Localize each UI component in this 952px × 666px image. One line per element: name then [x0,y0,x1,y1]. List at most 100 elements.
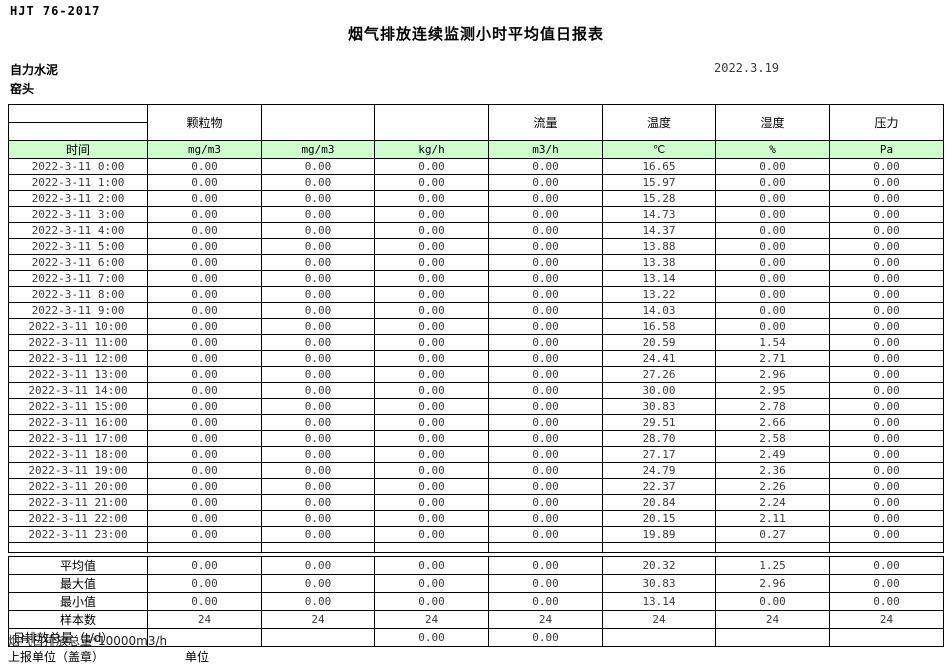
time-cell: 2022-3-11 6:00 [8,254,148,271]
group-header-cell [374,104,489,141]
value-cell: 0.00 [147,206,262,223]
value-cell: 0.00 [829,286,944,303]
summary-value-cell: 30.83 [602,574,716,593]
value-cell: 0.00 [488,206,603,223]
value-cell: 0.00 [261,462,375,479]
summary-value-cell [261,628,375,647]
value-cell: 0.00 [261,526,375,543]
value-cell: 0.00 [829,382,944,399]
value-cell: 0.00 [488,302,603,319]
unit-cell: m3/h [488,140,603,159]
summary-value-cell: 24 [261,610,375,629]
value-cell: 0.00 [147,526,262,543]
summary-value-cell: 0.00 [374,556,489,575]
summary-value-cell: 0.00 [261,592,375,611]
group-header-cell: 温度 [602,104,716,141]
value-cell: 2.66 [715,414,830,431]
value-cell: 0.00 [147,334,262,351]
value-cell: 0.00 [261,510,375,527]
value-cell: 0.00 [488,350,603,367]
table-row: 2022-3-11 19:00 0.00 0.00 0.00 0.00 24.79 2.36… [8,462,944,479]
summary-label-cell: 样本数 [8,610,148,629]
value-cell: 0.00 [715,302,830,319]
value-cell: 30.83 [602,398,716,415]
unit-cell: Pa [829,140,944,159]
value-cell: 19.89 [602,526,716,543]
company-name: 自力水泥 [10,63,59,77]
value-cell: 2.58 [715,430,830,447]
value-cell: 0.00 [715,206,830,223]
value-cell: 0.00 [147,462,262,479]
value-cell: 0.00 [829,254,944,271]
value-cell: 0.00 [261,238,375,255]
value-cell: 0.00 [829,494,944,511]
value-cell: 0.00 [829,526,944,543]
value-cell: 0.00 [147,414,262,431]
table-row: 2022-3-11 23:00 0.00 0.00 0.00 0.00 19.89 0.27… [8,526,944,543]
value-cell: 0.00 [829,190,944,207]
summary-value-cell: 0.00 [147,592,262,611]
summary-row: 日排放总量（t/d） 0.00 0.00 [8,628,944,647]
empty-cell [8,542,148,553]
value-cell: 0.00 [147,398,262,415]
table-row: 2022-3-11 6:00 0.00 0.00 0.00 0.00 13.38 0.00 0… [8,254,944,271]
value-cell: 0.00 [374,526,489,543]
summary-row: 样本数 24 24 24 24 24 24 24 [8,610,944,629]
value-cell: 0.00 [715,318,830,335]
value-cell: 0.00 [261,318,375,335]
value-cell: 0.00 [488,158,603,175]
value-cell: 0.00 [829,462,944,479]
value-cell: 2.78 [715,398,830,415]
value-cell: 0.00 [147,270,262,287]
value-cell: 0.00 [715,270,830,287]
time-cell: 2022-3-11 17:00 [8,430,148,447]
summary-value-cell: 0.00 [147,556,262,575]
value-cell: 24.41 [602,350,716,367]
summary-value-cell: 2.96 [715,574,830,593]
value-cell: 0.00 [488,478,603,495]
empty-cell [829,542,944,553]
value-cell: 0.27 [715,526,830,543]
value-cell: 0.00 [261,494,375,511]
value-cell: 2.49 [715,446,830,463]
value-cell: 0.00 [374,382,489,399]
value-cell: 0.00 [488,334,603,351]
value-cell: 16.65 [602,158,716,175]
table-row: 2022-3-11 18:00 0.00 0.00 0.00 0.00 27.17 2.49… [8,446,944,463]
value-cell: 0.00 [829,334,944,351]
value-cell: 14.03 [602,302,716,319]
value-cell: 0.00 [261,174,375,191]
table-row: 2022-3-11 22:00 0.00 0.00 0.00 0.00 20.15 2.11… [8,510,944,527]
value-cell: 29.51 [602,414,716,431]
summary-value-cell: 0.00 [488,592,603,611]
time-cell: 2022-3-11 21:00 [8,494,148,511]
value-cell: 0.00 [261,382,375,399]
value-cell: 0.00 [488,526,603,543]
summary-table: 平均值 0.00 0.00 0.00 0.00 20.32 1.25 0.00 最大值 0.00 0… [8,556,944,647]
value-cell: 0.00 [147,254,262,271]
time-cell: 2022-3-11 18:00 [8,446,148,463]
value-cell: 22.37 [602,478,716,495]
summary-value-cell: 0.00 [261,556,375,575]
table-row: 2022-3-11 17:00 0.00 0.00 0.00 0.00 28.70 2.58… [8,430,944,447]
time-cell: 2022-3-11 9:00 [8,302,148,319]
time-cell: 2022-3-11 23:00 [8,526,148,543]
value-cell: 0.00 [261,158,375,175]
value-cell: 0.00 [488,494,603,511]
value-cell: 0.00 [261,446,375,463]
summary-value-cell: 24 [147,610,262,629]
value-cell: 0.00 [374,462,489,479]
value-cell: 2.36 [715,462,830,479]
value-cell: 0.00 [147,302,262,319]
value-cell: 14.37 [602,222,716,239]
table-row: 2022-3-11 2:00 0.00 0.00 0.00 0.00 15.28 0.00 0… [8,190,944,207]
value-cell: 27.26 [602,366,716,383]
value-cell: 0.00 [147,174,262,191]
table-row: 2022-3-11 3:00 0.00 0.00 0.00 0.00 14.73 0.00 0… [8,206,944,223]
value-cell: 0.00 [715,190,830,207]
station-name: 窑头 [10,82,35,96]
value-cell: 0.00 [829,398,944,415]
value-cell: 28.70 [602,430,716,447]
signature-line: 上报单位（盖章） 单位 [0,648,952,664]
value-cell: 0.00 [261,366,375,383]
